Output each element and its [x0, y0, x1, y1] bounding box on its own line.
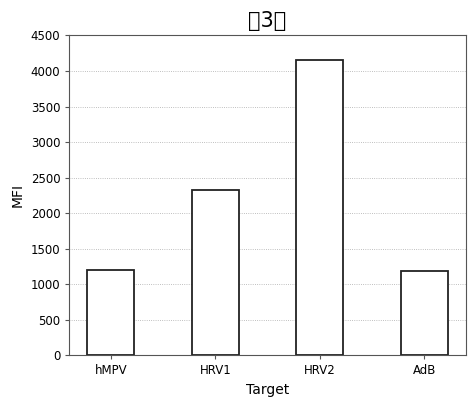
- Title: 第3组: 第3组: [248, 11, 286, 31]
- Y-axis label: MFI: MFI: [11, 183, 25, 207]
- Bar: [296, 60, 343, 355]
- X-axis label: Target: Target: [246, 383, 288, 397]
- Bar: [191, 190, 238, 355]
- Bar: [87, 270, 134, 355]
- Bar: [400, 271, 447, 355]
